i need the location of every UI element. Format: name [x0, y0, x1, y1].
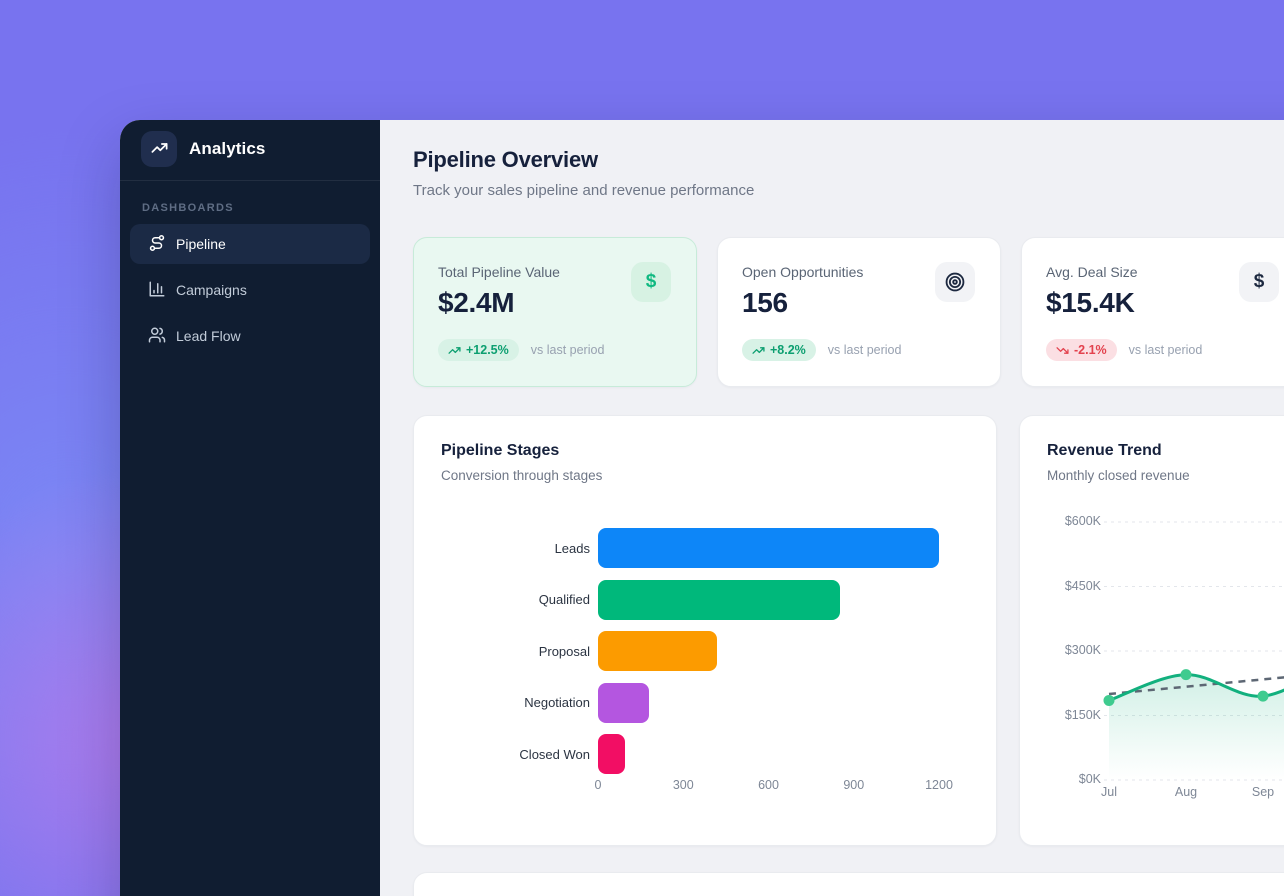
- sidebar-item-label: Campaigns: [176, 282, 247, 298]
- bar-category-label: Closed Won: [519, 746, 590, 762]
- trending-down-icon: [1056, 346, 1069, 354]
- data-point-dot: [1180, 669, 1192, 681]
- x-axis-tick-label: 1200: [925, 778, 953, 792]
- bar-category-label: Qualified: [538, 592, 590, 607]
- bar-category-label: Negotiation: [524, 695, 590, 710]
- chart-subtitle: Conversion through stages: [441, 468, 603, 483]
- sidebar: Analytics DASHBOARDS Pipeline Campaigns: [120, 120, 380, 896]
- x-axis-tick-label: Sep: [1251, 785, 1275, 799]
- stat-value: $15.4K: [1046, 287, 1135, 318]
- delta-badge: +12.5%: [438, 339, 519, 361]
- y-axis-tick-label: $300K: [1064, 643, 1101, 657]
- pipeline-stages-chart-card: Pipeline Stages Conversion through stage…: [413, 415, 997, 846]
- trending-up-icon: [752, 346, 765, 354]
- brand-name: Analytics: [189, 139, 266, 158]
- bar-chart-icon: [148, 280, 166, 301]
- y-axis-tick-label: $450K: [1064, 578, 1101, 593]
- stat-value: 156: [742, 287, 788, 318]
- brand-row: Analytics: [120, 120, 380, 181]
- compare-label: vs last period: [827, 343, 902, 357]
- revenue-area-fill: [1109, 674, 1284, 780]
- sidebar-item-campaigns[interactable]: Campaigns: [130, 270, 370, 310]
- charts-row: Pipeline Stages Conversion through stage…: [413, 415, 1284, 846]
- data-point-dot: [1257, 690, 1269, 702]
- compare-label: vs last period: [530, 343, 605, 357]
- dollar-icon: $: [1239, 262, 1279, 302]
- bar-segment: [598, 631, 718, 671]
- users-icon: [148, 326, 166, 347]
- x-axis-tick-label: 0: [594, 778, 602, 792]
- page-subtitle: Track your sales pipeline and revenue pe…: [413, 182, 755, 199]
- stat-label: Open Opportunities: [742, 264, 864, 280]
- sidebar-item-label: Pipeline: [176, 236, 226, 252]
- x-axis-tick-label: Aug: [1174, 785, 1198, 799]
- sidebar-item-pipeline[interactable]: Pipeline: [130, 224, 370, 264]
- bar-segment: [598, 734, 625, 774]
- stat-card-open-opportunities: Open Opportunities 156 +8.2% vs last per…: [717, 237, 1001, 387]
- y-axis-tick-label: $150K: [1064, 707, 1101, 722]
- page-title: Pipeline Overview: [413, 147, 598, 172]
- dollar-icon: $: [631, 262, 671, 302]
- stat-value: $2.4M: [438, 287, 515, 318]
- chart-subtitle: Monthly closed revenue: [1047, 468, 1190, 483]
- revenue-line: [1107, 673, 1284, 702]
- bar-category-label: Proposal: [538, 643, 590, 659]
- bar-segment: [598, 528, 939, 568]
- revenue-trend-plot: [1103, 521, 1284, 781]
- trending-up-icon: [141, 131, 177, 167]
- data-point-dot: [1103, 694, 1115, 706]
- x-axis-tick-label: Jul: [1101, 785, 1117, 799]
- chart-title: Revenue Trend: [1047, 442, 1162, 459]
- y-axis-tick-label: $0K: [1078, 772, 1101, 786]
- main-content: Pipeline Overview Track your sales pipel…: [380, 120, 1284, 896]
- stats-row: Total Pipeline Value $2.4M $ +12.5% vs l…: [413, 237, 1284, 387]
- bottom-card-partially-visible: [413, 872, 1284, 896]
- y-axis-tick-label: $600K: [1064, 514, 1101, 528]
- compare-label: vs last period: [1128, 343, 1203, 357]
- app-window: Analytics DASHBOARDS Pipeline Campaigns: [120, 120, 1284, 896]
- delta-badge: -2.1%: [1046, 339, 1117, 361]
- delta-badge: +8.2%: [742, 339, 816, 361]
- x-axis-tick-label: 900: [843, 778, 865, 792]
- stat-label: Avg. Deal Size: [1046, 264, 1138, 280]
- trending-up-icon: [448, 346, 461, 354]
- x-axis-tick-label: 300: [672, 778, 694, 792]
- sidebar-item-label: Lead Flow: [176, 328, 241, 344]
- chart-title: Pipeline Stages: [441, 442, 560, 459]
- sidebar-nav: Pipeline Campaigns Lead Flow: [120, 224, 380, 356]
- x-axis-tick-label: 600: [758, 778, 779, 792]
- route-icon: [148, 234, 166, 255]
- bar-segment: [598, 682, 650, 723]
- stat-card-avg-deal-size: Avg. Deal Size $15.4K $ -2.1% vs last pe…: [1021, 237, 1284, 387]
- bar-category-label: Leads: [554, 540, 590, 556]
- stat-card-total-pipeline-value: Total Pipeline Value $2.4M $ +12.5% vs l…: [413, 237, 697, 387]
- stat-label: Total Pipeline Value: [438, 264, 560, 280]
- revenue-trend-chart-card: Revenue Trend Monthly closed revenue $60…: [1019, 415, 1284, 846]
- target-icon: [935, 262, 975, 302]
- bar-segment: [598, 579, 840, 620]
- sidebar-section-label: DASHBOARDS: [142, 202, 234, 214]
- sidebar-item-lead-flow[interactable]: Lead Flow: [130, 316, 370, 356]
